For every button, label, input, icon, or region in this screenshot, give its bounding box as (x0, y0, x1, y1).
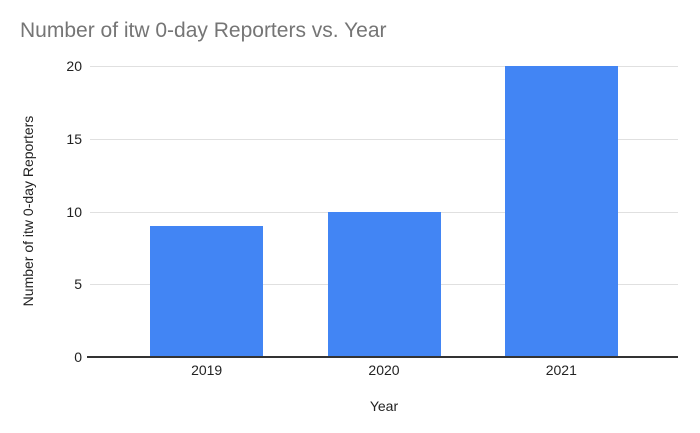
x-tick-label: 2020 (368, 362, 400, 378)
y-axis-title: Number of itw 0-day Reporters (20, 115, 36, 307)
x-tick-label: 2019 (191, 362, 223, 378)
gridline (90, 138, 678, 140)
chart-title: Number of itw 0-day Reporters vs. Year (20, 19, 387, 42)
bar-2020 (327, 211, 441, 357)
y-tick-label: 15 (66, 130, 82, 147)
y-tick-label: 0 (74, 349, 82, 365)
x-axis-title: Year (369, 398, 399, 414)
gridline (90, 66, 678, 67)
x-axis-baseline (87, 356, 678, 358)
bar-2019 (150, 226, 264, 357)
y-tick-label: 5 (74, 276, 82, 293)
y-tick-label: 10 (66, 203, 82, 220)
plot-area: 0 5 10 15 20 2019 2020 2021 (66, 58, 678, 378)
x-tick-label: 2021 (545, 362, 577, 378)
y-tick-label: 20 (66, 58, 82, 74)
bar-2021 (504, 66, 618, 357)
